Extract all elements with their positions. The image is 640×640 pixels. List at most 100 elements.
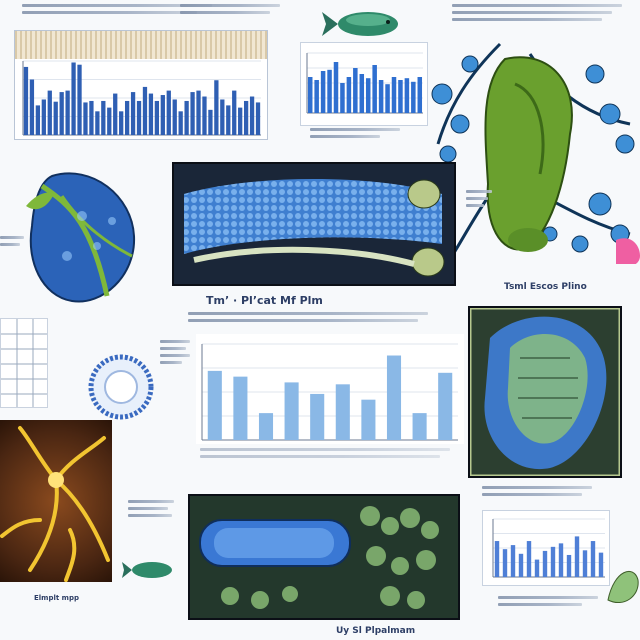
chart-bar: [346, 77, 352, 113]
chart-bar: [101, 100, 106, 135]
chart-bar: [378, 80, 384, 113]
neuron-caption: Elmplt mpp: [34, 594, 79, 602]
chart-top-middle: [300, 42, 428, 126]
chart-bottom-right: [482, 510, 610, 586]
chart-bar: [154, 100, 160, 135]
chart-bar: [542, 550, 548, 577]
left-table-snippet: [0, 318, 48, 408]
chart-bar: [526, 541, 532, 577]
chart-bar: [335, 384, 350, 440]
organ-tree-illustration: [430, 34, 640, 267]
chart-bar: [386, 355, 402, 440]
chart-bar: [365, 78, 371, 113]
middle-chart-xticks: [200, 448, 460, 462]
chart-bar: [340, 83, 345, 113]
bottom-vessel-panel: [188, 494, 460, 620]
chart-bar: [243, 100, 249, 135]
chart-bar: [391, 77, 397, 113]
header-text-top-left: [22, 4, 222, 18]
chart-bar: [258, 413, 274, 440]
chart-bar: [574, 536, 580, 577]
chart-bar: [226, 105, 231, 135]
chart-bar: [202, 96, 207, 135]
chart-bar: [41, 99, 46, 135]
chart-bar: [249, 96, 255, 135]
chart-bar: [314, 80, 319, 113]
chart-bar: [417, 77, 423, 113]
chart-bar: [184, 100, 189, 135]
chart-bar: [598, 552, 604, 577]
small-fish-icon: [122, 556, 178, 584]
chart-bar: [160, 95, 165, 135]
chart-bar: [310, 393, 325, 440]
bottom-right-text: [482, 486, 602, 500]
chart-bar: [502, 549, 508, 577]
right-panel-caption: Tsml Escos Plino: [504, 282, 587, 292]
chart-bar: [582, 550, 588, 577]
chart-bar: [207, 370, 222, 440]
chart-bar: [89, 100, 94, 135]
header-text-top-right: [452, 4, 632, 25]
chart-bar: [113, 93, 118, 135]
chart-bar: [178, 111, 183, 135]
bottom-caption: Uy Sl Plpalmam: [336, 626, 416, 636]
chart-bar: [166, 90, 171, 135]
chart-bar: [65, 90, 70, 135]
chart-bar: [550, 546, 556, 577]
chart-bar: [333, 62, 339, 113]
chart-bar: [47, 90, 52, 135]
chart-bar: [412, 413, 427, 440]
small-text-bottom-left: [128, 500, 178, 521]
chart-bar: [172, 99, 177, 135]
chart-middle: [196, 334, 464, 444]
chart-bar: [233, 376, 248, 440]
chart-bar: [518, 553, 524, 577]
chart-bar: [53, 101, 58, 135]
text-under-top-middle-chart: [310, 128, 410, 142]
chart-bar: [438, 372, 453, 440]
side-text-center-right: [466, 190, 496, 211]
chart-bar: [220, 99, 225, 135]
chart-bar: [566, 554, 572, 577]
chart-bar: [255, 102, 261, 135]
chart-bar: [208, 109, 213, 135]
chart-bar: [77, 64, 82, 135]
chart-bar: [59, 92, 64, 135]
chart-bar: [327, 69, 332, 113]
chart-bar: [510, 545, 516, 577]
chart-bar: [359, 74, 365, 113]
chart-bar: [385, 84, 390, 113]
fish-illustration: [318, 6, 410, 42]
chart-top-left-header-band: [15, 31, 267, 59]
circular-diagram: [88, 354, 154, 420]
lung-illustration: [22, 166, 144, 306]
chart-bar: [320, 71, 326, 113]
chart-bar: [71, 62, 76, 136]
small-green-shape: [604, 560, 640, 610]
chart-bar: [372, 65, 377, 113]
middle-chart-caption: Tm’ · Pl’cat Mf Plm: [206, 294, 323, 307]
chart-bar: [590, 541, 596, 577]
header-text-top-mid: [180, 4, 300, 18]
chart-bar: [136, 100, 142, 135]
chart-top-middle-svg: [306, 52, 423, 114]
chart-bar: [23, 66, 29, 135]
chart-bar: [107, 107, 112, 135]
chart-bar: [95, 111, 100, 135]
chart-bottom-right-svg: [492, 518, 605, 578]
chart-bar: [83, 102, 88, 135]
middle-chart-subtext: [188, 312, 438, 326]
side-text-left: [0, 236, 30, 250]
chart-bar: [148, 93, 154, 135]
chart-bar: [196, 90, 201, 135]
chart-middle-svg: [201, 343, 458, 441]
chart-bar: [232, 90, 237, 135]
center-fish-panel: [172, 162, 456, 286]
chart-bar: [142, 86, 148, 135]
chart-bar: [361, 399, 376, 440]
chart-bar: [238, 107, 243, 135]
chart-bar: [411, 81, 416, 113]
chart-bar: [404, 78, 410, 113]
chart-top-left: [14, 30, 268, 140]
chart-bar: [558, 543, 564, 577]
